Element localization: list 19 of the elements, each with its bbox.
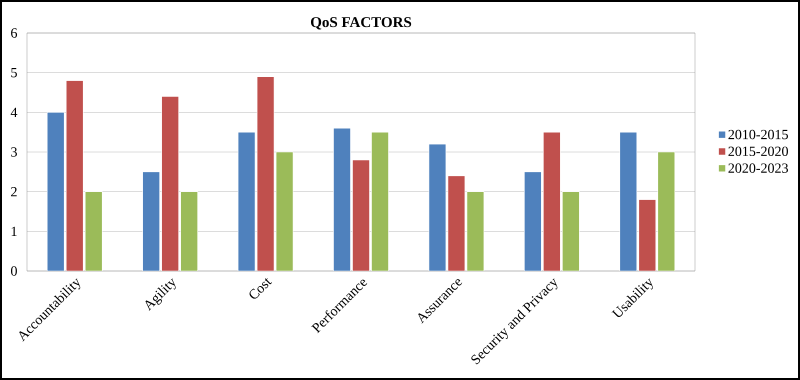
x-tick-label: Cost	[250, 278, 272, 299]
bar	[428, 144, 446, 271]
bar	[46, 112, 65, 271]
y-tick-label: 4	[10, 108, 18, 117]
chart-title: QoS FACTORS	[310, 17, 412, 30]
legend-label: 2020-2023	[728, 163, 788, 173]
y-tick-label: 0	[11, 266, 17, 276]
bar	[333, 128, 351, 271]
legend-label: 2010-2015	[728, 130, 788, 140]
bar	[142, 172, 160, 271]
y-tick-label: 2	[11, 187, 17, 196]
bar	[238, 132, 256, 271]
bar	[619, 132, 638, 271]
bar	[524, 172, 542, 271]
legend-label: 2015-2020	[728, 146, 788, 156]
y-tick-label: 6	[11, 28, 18, 38]
y-tick-label: 1	[12, 226, 17, 236]
y-tick-label: 5	[11, 68, 17, 78]
y-tick-label: 3	[11, 147, 17, 157]
